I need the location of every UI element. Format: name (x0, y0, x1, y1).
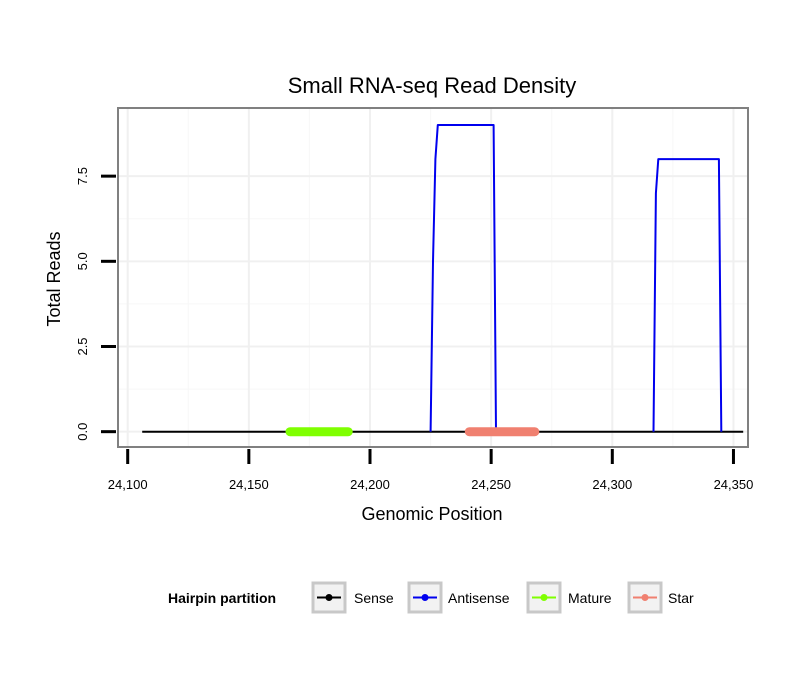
x-tick-label: 24,150 (229, 477, 269, 492)
y-axis: 0.0 2.5 5.0 7.5 (75, 167, 116, 441)
legend-label-sense: Sense (354, 590, 394, 606)
legend-title: Hairpin partition (168, 590, 276, 606)
legend: Hairpin partition Sense Antisense Mature St… (168, 581, 694, 614)
x-tick-label: 24,100 (108, 477, 148, 492)
x-tick-label: 24,300 (592, 477, 632, 492)
x-axis-title: Genomic Position (361, 504, 502, 524)
y-tick-label: 7.5 (75, 167, 90, 185)
legend-key-point (540, 594, 548, 601)
x-tick-label: 24,250 (471, 477, 511, 492)
legend-label-star: Star (668, 590, 694, 606)
x-tick-label: 24,350 (714, 477, 754, 492)
chart-title: Small RNA-seq Read Density (288, 73, 577, 98)
x-tick-label: 24,200 (350, 477, 390, 492)
y-tick-label: 5.0 (75, 252, 90, 270)
legend-key-point (421, 594, 429, 601)
series-line-antisense (652, 158, 723, 432)
data-lines (142, 124, 744, 437)
y-tick-label: 0.0 (75, 423, 90, 441)
plot-panel-border (117, 107, 749, 448)
grid (118, 108, 748, 447)
series-line-antisense (429, 124, 497, 432)
legend-key-point (641, 594, 649, 601)
y-axis-title: Total Reads (44, 231, 64, 326)
y-tick-label: 2.5 (75, 337, 90, 355)
legend-key-point (325, 594, 333, 601)
x-axis: 24,100 24,150 24,200 24,250 24,300 24,350 (108, 449, 754, 492)
legend-label-antisense: Antisense (448, 590, 510, 606)
legend-label-mature: Mature (568, 590, 612, 606)
